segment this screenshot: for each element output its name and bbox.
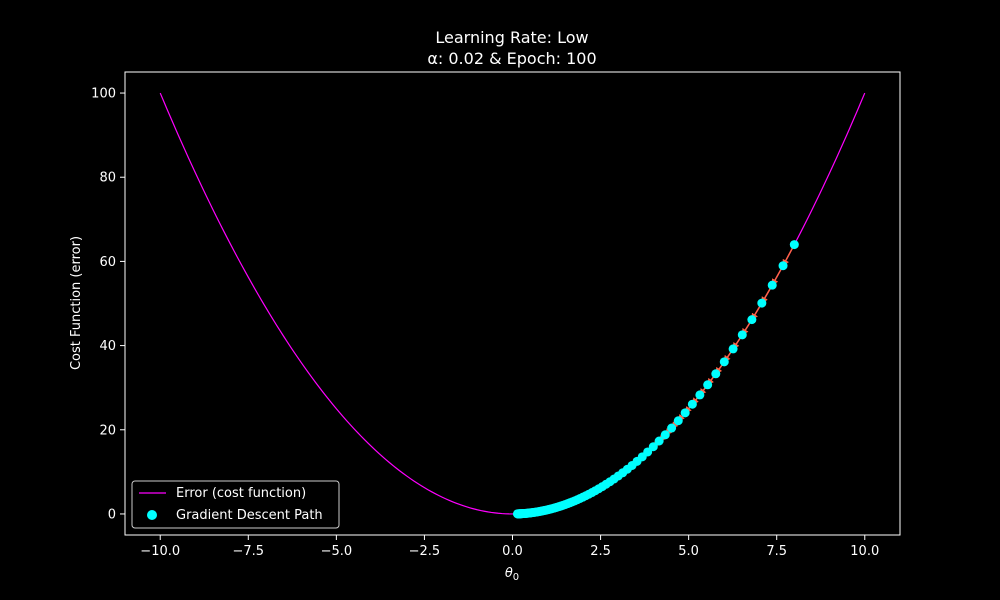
gradient-descent-point — [703, 380, 713, 390]
x-tick-label: 10.0 — [850, 544, 879, 559]
y-tick-label: 0 — [108, 507, 116, 522]
gradient-descent-point — [648, 442, 658, 452]
gradient-descent-point — [654, 436, 664, 446]
gradient-descent-point — [680, 408, 690, 418]
y-axis-label: Cost Function (error) — [69, 236, 84, 370]
gradient-descent-point — [757, 298, 767, 308]
gradient-descent-point — [711, 369, 721, 379]
gradient-descent-point — [667, 423, 677, 433]
gradient-descent-point — [778, 261, 788, 271]
chart-title-line-1: Learning Rate: Low — [435, 28, 588, 47]
gradient-descent-point — [687, 399, 697, 409]
gradient-descent-point — [673, 416, 683, 426]
y-tick-label: 100 — [91, 87, 116, 102]
gradient-descent-point — [660, 430, 670, 440]
gradient-descent-point — [737, 330, 747, 340]
gradient-descent-point — [728, 344, 738, 354]
y-tick-label: 80 — [99, 171, 116, 186]
x-axis-label: θ0 — [505, 566, 519, 583]
x-tick-label: −7.5 — [233, 544, 265, 559]
legend: Error (cost function) Gradient Descent P… — [131, 480, 340, 529]
x-tick-label: 5.0 — [678, 544, 699, 559]
legend-box — [131, 480, 340, 529]
legend-curve-label: Error (cost function) — [176, 486, 306, 501]
x-axis-label-symbol: θ — [505, 566, 513, 581]
gradient-descent-point — [695, 390, 705, 400]
x-tick-label: −5.0 — [321, 544, 353, 559]
plot-area: −10.0 −7.5 −5.0 −2.5 0.0 2.5 5.0 7.5 10.0 0 20 40 60… — [91, 71, 901, 559]
x-tick-label: 2.5 — [590, 544, 611, 559]
legend-scatter-label: Gradient Descent Path — [176, 508, 323, 523]
chart-title-line-2: α: 0.02 & Epoch: 100 — [427, 49, 596, 68]
x-axis-label-subscript: 0 — [513, 572, 519, 583]
x-tick-label: −10.0 — [140, 544, 180, 559]
x-tick-label: −2.5 — [409, 544, 441, 559]
gradient-descent-point — [789, 240, 799, 250]
y-tick-label: 40 — [99, 339, 116, 354]
y-tick-label: 20 — [99, 423, 116, 438]
x-tick-label: 7.5 — [766, 544, 787, 559]
gradient-descent-point — [719, 357, 729, 367]
gradient-descent-point — [512, 509, 522, 519]
y-tick-label: 60 — [99, 255, 116, 270]
gradient-descent-point — [767, 280, 777, 290]
legend-scatter-swatch — [147, 510, 157, 520]
x-tick-label: 0.0 — [502, 544, 523, 559]
gradient-descent-point — [747, 315, 757, 325]
